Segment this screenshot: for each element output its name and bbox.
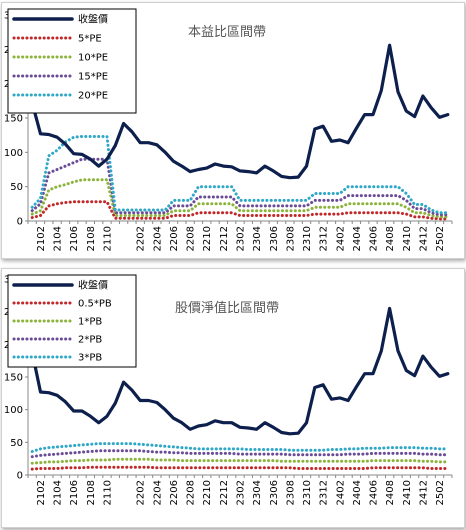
pe-legend-label: 收盤價 [78,13,108,26]
pe-x-tick-label: 2106 [69,226,80,251]
pe-x-tick-label: 2402 [335,226,346,251]
pe-series-line-2 [30,178,450,219]
pe-x-tick-label: 2108 [86,226,97,251]
pe-x-tick-label: 2404 [352,226,363,251]
pe-y-tick-label: 100 [4,148,23,159]
pb-y-tick-label: 150 [4,373,23,384]
pb-x-tick-label: 2302 [236,480,247,505]
pe-x-tick-label: 2410 [402,226,413,251]
pe-x-tick-label: 2306 [269,226,280,251]
pb-x-tick-label: 2410 [402,480,413,505]
pb-y-tick-label: 0 [17,471,23,482]
pb-band-chart-panel: 0501001502002503002102210421062108211022… [1,268,465,528]
pb-x-tick-label: 2412 [418,480,429,505]
pe-legend-label: 15*PE [78,72,108,83]
pb-x-tick-label: 2104 [53,480,64,505]
pe-x-tick-label: 2408 [385,226,396,251]
pe-x-tick-label: 2412 [418,226,429,251]
pe-x-tick-label: 2204 [152,226,163,251]
pe-x-tick-label: 2104 [53,226,64,251]
pe-x-tick-label: 2110 [102,226,113,251]
pb-x-tick-label: 2210 [202,480,213,505]
pb-x-tick-label: 2310 [302,480,313,505]
pb-x-tick-label: 2110 [102,480,113,505]
pe-legend-label: 5*PE [78,34,102,45]
pe-x-tick-label: 2206 [169,226,180,251]
pb-x-tick-label: 2108 [86,480,97,505]
pb-x-tick-label: 2406 [369,480,380,505]
pe-chart-title: 本益比區間帶 [188,25,266,40]
pe-legend: 收盤價 5*PE 10*PE 15*PE 20*PE [7,8,137,114]
pe-x-tick-label: 2308 [285,226,296,251]
pe-x-tick-label: 2202 [136,226,147,251]
pe-y-tick-label: 0 [17,217,23,228]
pe-legend-label: 10*PE [78,53,108,64]
pe-x-tick-label: 2212 [219,226,230,251]
pb-legend-label: 收盤價 [78,279,108,292]
pe-x-tick-label: 2302 [236,226,247,251]
pb-series-line-4 [30,442,450,453]
pb-x-tick-label: 2202 [136,480,147,505]
pe-y-tick-label: 150 [4,114,23,125]
pe-band-chart: 0501001502002503002102210421062108211022… [4,8,453,251]
pe-x-tick-label: 2310 [302,226,313,251]
pb-y-tick-label: 100 [4,405,23,416]
pb-x-tick-label: 2308 [285,480,296,505]
pb-x-tick-label: 2212 [219,480,230,505]
pe-band-chart-panel: 0501001502002503002102210421062108211022… [1,2,465,259]
pe-legend-label: 20*PE [78,91,108,102]
pb-legend-label: 3*PB [78,353,102,364]
pe-x-tick-label: 2208 [186,226,197,251]
pb-x-tick-label: 2404 [352,480,363,505]
pb-legend-label: 1*PB [78,317,102,328]
pb-x-tick-label: 2204 [152,480,163,505]
pe-x-tick-label: 2102 [36,226,47,251]
pb-legend-label: 2*PB [78,335,102,346]
pb-x-tick-label: 2208 [186,480,197,505]
pe-series-line-0 [30,43,450,180]
pe-series-line-3 [30,157,450,217]
pb-y-tick-label: 50 [10,438,23,449]
pb-x-tick-label: 2312 [319,480,330,505]
pb-legend: 收盤價 0.5*PB 1*PB 2*PB 3*PB [7,274,137,368]
pb-x-tick-label: 2206 [169,480,180,505]
pe-series-line-4 [30,135,450,215]
pb-legend-label: 0.5*PB [78,299,112,310]
pb-x-tick-label: 2502 [435,480,446,505]
pb-x-tick-label: 2306 [269,480,280,505]
pb-band-chart: 0501001502002503002102210421062108211022… [4,274,453,505]
pb-x-tick-label: 2304 [252,480,263,505]
pb-series-line-1 [30,465,450,471]
pe-x-tick-label: 2210 [202,226,213,251]
pe-y-tick-label: 50 [10,182,23,193]
pb-series-line-0 [30,306,450,436]
pe-legend-box [7,8,137,114]
pe-x-tick-label: 2304 [252,226,263,251]
pb-series-line-2 [30,457,450,465]
pe-x-tick-label: 2406 [369,226,380,251]
pe-x-tick-label: 2312 [319,226,330,251]
pe-x-tick-label: 2502 [435,226,446,251]
pb-x-tick-label: 2402 [335,480,346,505]
pb-series-line-3 [30,449,450,459]
pb-legend-box [7,274,137,368]
pe-series-line-1 [30,200,450,221]
pb-x-tick-label: 2408 [385,480,396,505]
pb-chart-title: 股價淨值比區間帶 [175,300,279,316]
pb-x-tick-label: 2102 [36,480,47,505]
pb-x-tick-label: 2106 [69,480,80,505]
